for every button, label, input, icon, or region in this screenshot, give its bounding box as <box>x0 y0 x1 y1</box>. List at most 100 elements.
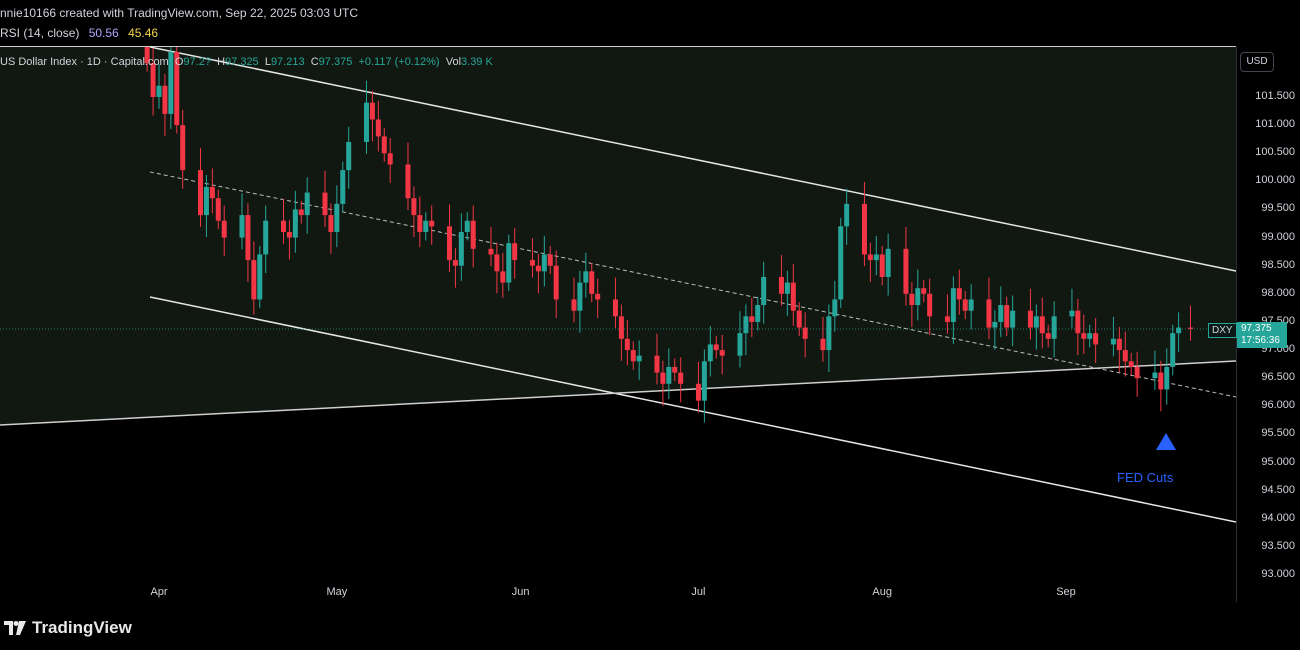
candle[interactable] <box>909 282 915 328</box>
support-line[interactable] <box>0 360 1237 426</box>
candle[interactable] <box>292 190 298 253</box>
price-chart-pane[interactable] <box>0 33 1237 602</box>
candle[interactable] <box>340 161 346 213</box>
candle[interactable] <box>873 235 879 276</box>
candle[interactable] <box>1075 298 1081 356</box>
candle[interactable] <box>245 203 251 283</box>
candle[interactable] <box>1045 324 1051 348</box>
candle[interactable] <box>535 253 541 294</box>
candle[interactable] <box>761 261 767 324</box>
candle[interactable] <box>968 284 974 330</box>
candle[interactable] <box>1110 316 1116 357</box>
candle[interactable] <box>1039 297 1045 349</box>
candle[interactable] <box>743 304 749 356</box>
candle[interactable] <box>1033 304 1039 350</box>
candle[interactable] <box>1051 301 1057 358</box>
candle[interactable] <box>458 213 464 281</box>
candle[interactable] <box>713 336 719 359</box>
candle[interactable] <box>678 357 684 403</box>
candle[interactable] <box>737 311 743 368</box>
symbol-legend[interactable]: US Dollar Index · 1D · Capital.com O97.2… <box>0 56 493 68</box>
candle[interactable] <box>612 277 618 329</box>
candle[interactable] <box>280 198 286 244</box>
candle[interactable] <box>695 361 701 413</box>
candle[interactable] <box>405 142 411 211</box>
candle[interactable] <box>423 212 429 241</box>
candle[interactable] <box>998 286 1004 338</box>
candle[interactable] <box>1116 327 1122 372</box>
candle[interactable] <box>257 246 263 308</box>
candle[interactable] <box>630 341 636 370</box>
candle[interactable] <box>251 241 257 315</box>
rsi-indicator-row[interactable]: RSI (14, close) 50.56 45.46 <box>0 26 164 40</box>
candle[interactable] <box>903 226 909 306</box>
candle[interactable] <box>1187 305 1193 341</box>
candle[interactable] <box>197 148 203 227</box>
candle[interactable] <box>452 248 458 288</box>
tradingview-logo[interactable]: TradingView <box>4 618 132 638</box>
candle[interactable] <box>986 277 992 340</box>
candle[interactable] <box>879 246 885 286</box>
candle[interactable] <box>1134 351 1140 397</box>
candle[interactable] <box>778 255 784 306</box>
candle[interactable] <box>654 333 660 385</box>
candle[interactable] <box>666 348 672 399</box>
candle[interactable] <box>838 217 844 308</box>
candle[interactable] <box>541 235 547 287</box>
candle[interactable] <box>867 242 873 283</box>
candle[interactable] <box>298 201 304 224</box>
candle[interactable] <box>1152 350 1158 390</box>
candle[interactable] <box>328 203 334 254</box>
candle[interactable] <box>589 262 595 303</box>
candle[interactable] <box>885 233 891 296</box>
candle[interactable] <box>956 269 962 315</box>
candle[interactable] <box>1093 318 1099 363</box>
candle[interactable] <box>784 270 790 316</box>
candle[interactable] <box>1087 324 1093 348</box>
candle[interactable] <box>346 126 352 189</box>
candle[interactable] <box>363 80 369 154</box>
candle[interactable] <box>583 252 589 298</box>
channel-lower-line[interactable] <box>149 296 1237 523</box>
candle[interactable] <box>790 264 796 326</box>
candle[interactable] <box>150 48 156 116</box>
candle[interactable] <box>577 270 583 333</box>
candle[interactable] <box>595 278 601 319</box>
candle[interactable] <box>464 212 470 241</box>
candle[interactable] <box>624 320 630 366</box>
candle[interactable] <box>334 185 340 248</box>
pane-separator[interactable] <box>0 46 1236 47</box>
candle[interactable] <box>672 358 678 381</box>
candle[interactable] <box>381 127 387 162</box>
candle[interactable] <box>927 278 933 335</box>
candle[interactable] <box>512 228 518 279</box>
candle[interactable] <box>239 193 245 250</box>
candle[interactable] <box>1069 288 1075 329</box>
candle[interactable] <box>429 205 435 245</box>
candle[interactable] <box>322 170 328 227</box>
channel-upper-line[interactable] <box>149 46 1237 272</box>
candle[interactable] <box>417 196 423 248</box>
candle[interactable] <box>221 205 227 257</box>
candle[interactable] <box>304 177 310 234</box>
candle[interactable] <box>1170 324 1176 376</box>
candle[interactable] <box>1004 296 1010 336</box>
candle[interactable] <box>944 294 950 334</box>
candle[interactable] <box>506 234 512 292</box>
candle[interactable] <box>950 276 956 344</box>
candle[interactable] <box>529 238 535 278</box>
candle[interactable] <box>286 220 292 260</box>
candle[interactable] <box>1122 331 1128 377</box>
candle[interactable] <box>826 304 832 372</box>
candle[interactable] <box>802 312 808 358</box>
candle[interactable] <box>660 360 666 406</box>
candle[interactable] <box>547 246 553 275</box>
candle[interactable] <box>387 138 393 184</box>
candle[interactable] <box>411 186 417 238</box>
candle[interactable] <box>844 188 850 245</box>
candle[interactable] <box>636 340 642 380</box>
candle[interactable] <box>369 90 375 142</box>
candle[interactable] <box>375 100 381 152</box>
candle[interactable] <box>832 280 838 332</box>
candle[interactable] <box>553 250 559 319</box>
